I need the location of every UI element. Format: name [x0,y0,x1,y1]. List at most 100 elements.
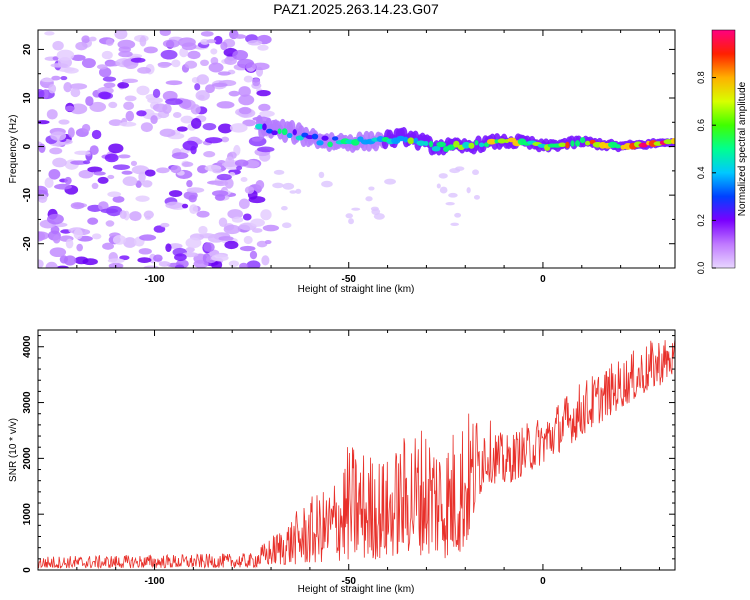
noise-blob [102,76,117,82]
ridge-core [565,141,570,149]
scatter-blob [450,222,459,227]
noise-blob [118,154,131,159]
scatter-blob [272,182,284,189]
noise-blob [218,236,234,241]
noise-blob [211,254,229,262]
noise-blob [63,255,77,266]
noise-blob [78,169,94,179]
ridge-core [311,133,319,140]
noise-blob [38,231,46,242]
noise-blob [139,234,157,241]
noise-blob [65,238,74,249]
noise-blob [168,243,183,249]
noise-blob [251,228,263,233]
ridge-core [579,137,586,144]
noise-blob [157,62,171,68]
noise-blob [38,89,45,99]
ridge-core [327,141,333,148]
ridge-core [281,128,288,136]
noise-blob [56,49,75,61]
noise-blob [38,120,50,125]
noise-blob [171,152,189,160]
noise-blob [46,109,58,120]
noise-blob [220,136,230,143]
noise-blob [107,258,125,264]
noise-blob [91,233,102,240]
colorbar-label: Normalized spectral amplitude [737,81,748,216]
ridge-core [403,136,409,143]
noise-blob [238,106,252,115]
noise-blob [216,173,232,181]
noise-blob [159,128,176,137]
spectrogram-xlabel: Height of straight line (km) [298,284,415,295]
noise-blob [50,225,60,235]
snr-ylabel: SNR (10 * v/v) [8,418,19,482]
noise-blob [162,103,172,114]
noise-blob [213,180,229,187]
noise-blob [223,224,241,235]
noise-blob [152,88,161,99]
ridge-core [468,142,475,149]
noise-blob [212,82,228,88]
spectrogram-field [38,30,675,268]
noise-blob [186,187,205,193]
noise-blob [257,146,275,153]
noise-blob [156,167,170,174]
ridge-core [262,123,267,131]
noise-blob [38,143,46,153]
scatter-blob [436,183,441,189]
snr-xtick-label: 0 [540,576,546,587]
noise-blob [143,210,154,219]
noise-blob [172,111,182,118]
noise-blob [212,168,222,174]
scatter-blob [295,188,302,194]
spec-ytick-label: 20 [22,43,33,55]
noise-blob [88,36,97,42]
scatter-blob [454,166,465,171]
spec-ytick-label: -20 [22,236,33,251]
noise-blob [48,168,61,180]
noise-blob [108,101,118,109]
snr-frame [37,329,676,571]
ridge-core [429,140,434,148]
snr-xlabel: Height of straight line (km) [298,584,415,595]
spec-xtick-label: -50 [342,274,357,285]
noise-blob [181,203,189,209]
noise-blob [123,237,137,248]
ridge-core [614,144,621,149]
noise-blob [174,253,187,262]
noise-blob [121,170,133,175]
ridge-core [396,135,406,142]
colorbar-scale [711,29,736,269]
noise-blob [56,265,69,268]
noise-blob [171,59,181,68]
noise-blob [112,234,127,245]
noise-blob [122,176,138,187]
noise-blob [41,78,55,83]
ridge-core [351,139,360,146]
noise-blob [97,176,109,184]
noise-blob [175,264,185,268]
noise-blob [91,129,102,140]
noise-blob [125,110,135,122]
noise-blob [112,164,130,170]
noise-blob [200,59,209,67]
noise-blob [180,115,194,124]
ridge-core [331,136,339,141]
noise-blob [238,198,250,210]
noise-blob [188,194,197,203]
snr-xtick-label: -50 [342,576,357,587]
snr-ytick-label: 1000 [22,503,33,526]
noise-blob [98,67,112,78]
noise-blob [238,94,255,106]
noise-blob [69,83,88,90]
noise-blob [231,216,244,223]
ridge-core [474,140,479,146]
noise-blob [228,260,239,267]
noise-blob [143,46,158,54]
noise-blob [159,30,171,37]
noise-blob [46,213,64,225]
noise-blob [104,153,119,163]
noise-blob [49,247,67,258]
